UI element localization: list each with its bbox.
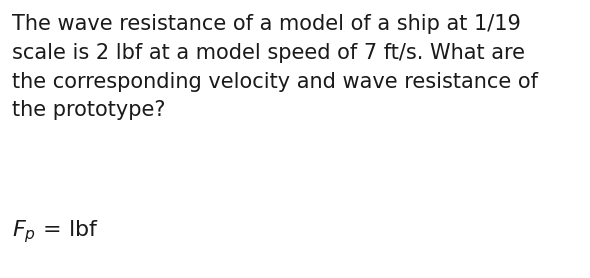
Text: $\mathit{F}_p$ = lbf: $\mathit{F}_p$ = lbf xyxy=(12,218,99,245)
Text: The wave resistance of a model of a ship at 1/19
scale is 2 lbf at a model speed: The wave resistance of a model of a ship… xyxy=(12,14,538,120)
